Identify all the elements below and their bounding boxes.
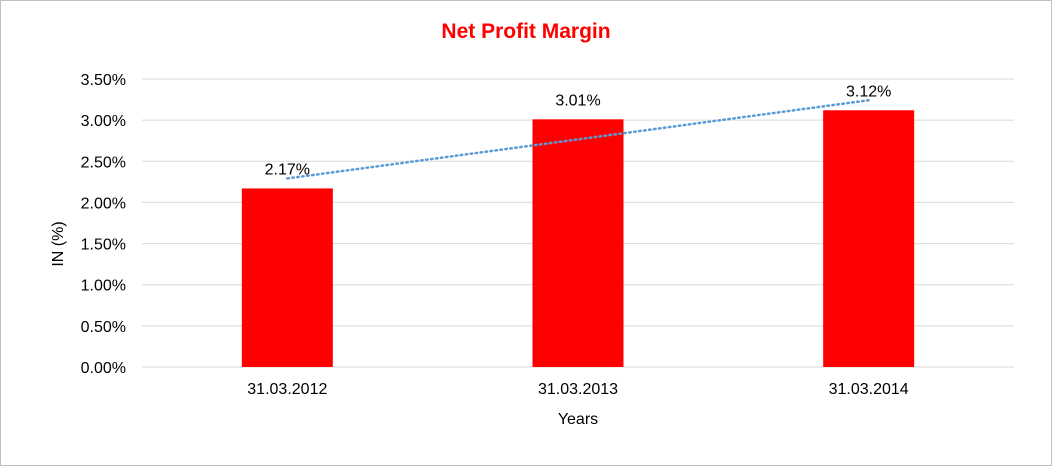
- data-labels: 2.17% 3.01% 3.12%: [265, 83, 892, 178]
- y-tick-label: 1.50%: [81, 237, 126, 254]
- y-axis-ticks: 0.00% 0.50% 1.00% 1.50% 2.00% 2.50% 3.00% 3.50%: [81, 72, 126, 377]
- x-axis-ticks: 31.03.2012 31.03.2013 31.03.2014: [247, 381, 909, 398]
- data-label: 3.12%: [846, 83, 891, 100]
- x-tick-label: 31.03.2012: [247, 381, 327, 398]
- bar-31.03.2014: [823, 110, 915, 368]
- x-tick-label: 31.03.2013: [538, 381, 618, 398]
- chart-title: Net Profit Margin: [441, 20, 610, 43]
- bar-31.03.2013: [532, 119, 624, 367]
- data-label: 2.17%: [265, 161, 310, 178]
- y-axis-label: IN (%): [50, 221, 67, 266]
- y-tick-label: 3.50%: [81, 72, 126, 89]
- y-tick-label: 0.50%: [81, 319, 126, 336]
- y-tick-label: 3.00%: [81, 113, 126, 130]
- data-label: 3.01%: [555, 92, 600, 109]
- x-axis-label: Years: [558, 411, 598, 428]
- trendline: [286, 99, 870, 180]
- y-tick-label: 2.00%: [81, 195, 126, 212]
- y-tick-label: 2.50%: [81, 154, 126, 171]
- bar-31.03.2012: [241, 188, 333, 367]
- y-tick-label: 1.00%: [81, 278, 126, 295]
- y-tick-label: 0.00%: [81, 360, 126, 377]
- x-tick-label: 31.03.2014: [829, 381, 909, 398]
- trendline-layer: [286, 99, 870, 180]
- bars: [241, 110, 915, 368]
